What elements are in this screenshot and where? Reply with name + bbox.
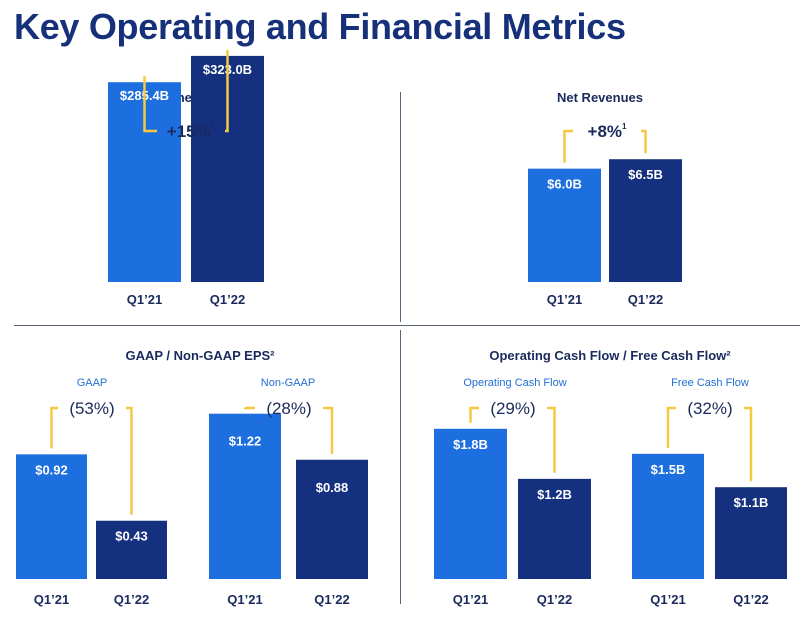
gaap_eps-data-label-q1-21: $0.92 [35, 462, 68, 477]
net_revenues-change-label: +8%1 [588, 122, 628, 141]
free_cash_flow-data-label-q1-22: $1.1B [734, 495, 769, 510]
operating_cash_flow-bar-q1-22 [518, 478, 591, 579]
cash-flow-panel-title: Operating Cash Flow / Free Cash Flow² [489, 348, 731, 363]
free_cash_flow-bar-q1-21 [632, 453, 704, 579]
eps-panel-title: GAAP / Non-GAAP EPS² [125, 348, 275, 363]
tpv-change-label: +15%1 [167, 122, 216, 141]
free-cash-flow-subtitle: Free Cash Flow [671, 377, 749, 389]
free_cash_flow-bar-q1-22 [715, 487, 787, 579]
free_cash_flow-tick-label-q1-22: Q1’22 [733, 592, 768, 607]
non-gaap-subtitle: Non-GAAP [260, 377, 316, 389]
page-title: Key Operating and Financial Metrics [14, 6, 626, 47]
gaap_eps-bar-q1-22 [96, 520, 167, 579]
non_gaap_eps-bar-q1-22 [296, 459, 368, 579]
horizontal-divider [14, 325, 800, 326]
operating_cash_flow-data-label-q1-21: $1.8B [453, 437, 488, 452]
gaap_eps-bar-q1-21 [16, 454, 87, 579]
operating_cash_flow-tick-label-q1-21: Q1’21 [453, 592, 488, 607]
free_cash_flow-tick-label-q1-21: Q1’21 [650, 592, 685, 607]
vertical-divider-top [400, 92, 401, 322]
operating_cash_flow-tick-label-q1-22: Q1’22 [537, 592, 572, 607]
gaap_eps-change-label: (53%) [69, 399, 114, 418]
tpv-tick-label-q1-22: Q1’22 [210, 292, 245, 307]
free_cash_flow-data-label-q1-21: $1.5B [651, 462, 686, 477]
operating-cash-flow-subtitle: Operating Cash Flow [463, 377, 567, 389]
net_revenues-change-connector [563, 129, 647, 163]
net_revenues-data-label-q1-22: $6.5B [628, 167, 663, 182]
non_gaap_eps-data-label-q1-22: $0.88 [316, 480, 349, 495]
net_revenues-tick-label-q1-22: Q1’22 [628, 292, 663, 307]
non_gaap_eps-bar-q1-21 [209, 413, 281, 579]
gaap-subtitle: GAAP [76, 377, 108, 389]
gaap_eps-tick-label-q1-22: Q1’22 [114, 592, 149, 607]
net-revenues-panel-title: Net Revenues [557, 90, 643, 105]
non_gaap_eps-tick-label-q1-21: Q1’21 [227, 592, 262, 607]
operating_cash_flow-data-label-q1-22: $1.2B [537, 487, 572, 502]
tpv-tick-label-q1-21: Q1’21 [127, 292, 162, 307]
operating_cash_flow-change-connector [469, 406, 556, 473]
non_gaap_eps-change-label: (28%) [266, 399, 311, 418]
operating_cash_flow-change-label: (29%) [490, 399, 535, 418]
non_gaap_eps-change-connector [243, 406, 334, 454]
operating_cash_flow-bar-q1-21 [434, 428, 507, 579]
non_gaap_eps-tick-label-q1-22: Q1’22 [314, 592, 349, 607]
net_revenues-tick-label-q1-21: Q1’21 [547, 292, 582, 307]
net_revenues-bar-q1-22 [609, 159, 682, 282]
free_cash_flow-change-connector [666, 406, 753, 482]
net_revenues-bar-q1-21 [528, 168, 601, 282]
free_cash_flow-change-label: (32%) [687, 399, 732, 418]
vertical-divider-bottom [400, 330, 401, 604]
tpv-change-connector [143, 49, 229, 133]
gaap_eps-data-label-q1-22: $0.43 [115, 529, 148, 544]
gaap_eps-change-connector [50, 406, 133, 515]
gaap_eps-tick-label-q1-21: Q1’21 [34, 592, 69, 607]
net_revenues-data-label-q1-21: $6.0B [547, 177, 582, 192]
non_gaap_eps-data-label-q1-21: $1.22 [229, 434, 262, 449]
